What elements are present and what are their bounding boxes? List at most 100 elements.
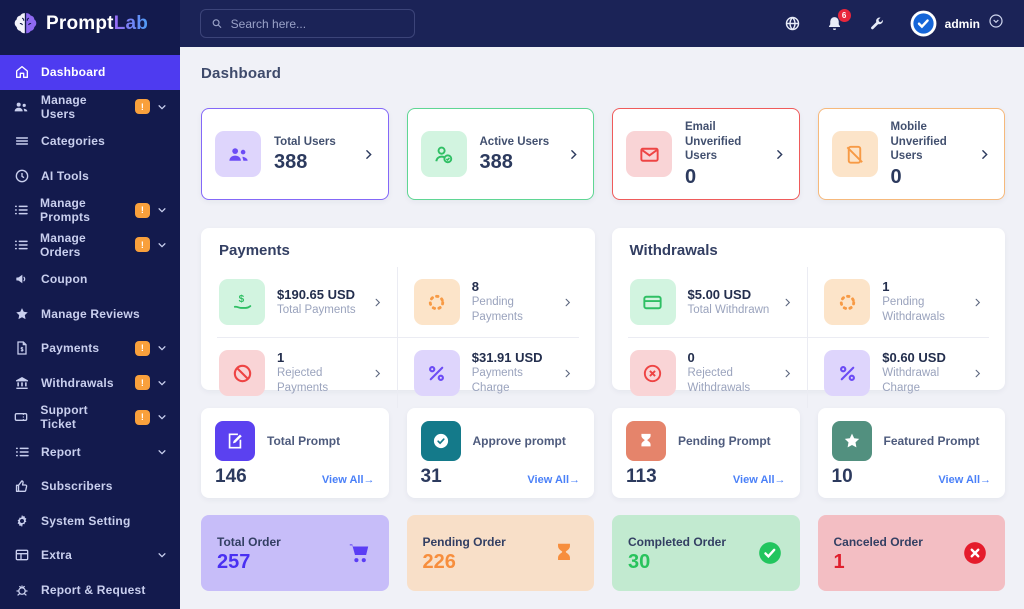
active-users-card[interactable]: Active Users 388: [406, 108, 594, 200]
ai-tools-icon: [13, 167, 30, 184]
total-users-card[interactable]: Total Users 388: [201, 108, 389, 200]
search-box[interactable]: [200, 9, 415, 38]
user-name: admin: [944, 16, 980, 31]
notifications-bell-icon[interactable]: 6: [826, 9, 851, 32]
sidebar-item-label: Manage Orders: [40, 230, 86, 259]
pending-withdrawals-cell[interactable]: 1 Pending Withdrawals: [808, 267, 989, 338]
sidebar-item-payments[interactable]: Payments !: [0, 331, 180, 366]
percent-icon: [824, 350, 871, 396]
sidebar-item-label: Categories: [41, 134, 106, 149]
bank-icon: [13, 374, 30, 391]
sidebar-item-meta: !: [135, 409, 167, 425]
brand-name-primary: Prompt: [46, 12, 114, 34]
cell-label: Pending Payments: [471, 296, 523, 323]
language-globe-icon[interactable]: [784, 15, 801, 32]
sidebar-item-dashboard[interactable]: Dashboard: [0, 55, 180, 90]
pending-prompt-card[interactable]: Pending Prompt 113 View All→: [612, 408, 800, 498]
sidebar-item-support-ticket[interactable]: Support Ticket !: [0, 400, 180, 435]
sidebar-item-manage-users[interactable]: Manage Users !: [0, 90, 180, 125]
prompt-card-label: Pending Prompt: [678, 434, 771, 448]
chevron-down-icon: [157, 447, 167, 457]
prompt-card-header: Featured Prompt: [831, 421, 992, 461]
panel-title: Payments: [219, 242, 290, 259]
sidebar-item-manage-orders[interactable]: Manage Orders !: [0, 228, 180, 263]
page-title: Dashboard: [201, 65, 282, 82]
featured-prompt-card[interactable]: Featured Prompt 10 View All→: [817, 408, 1005, 498]
search-icon: [212, 19, 222, 28]
rejected-payments-cell[interactable]: 1 Rejected Payments: [217, 338, 398, 408]
stat-text: Mobile Unverified Users 0: [891, 120, 966, 189]
view-all-link[interactable]: View All→: [321, 474, 375, 486]
brand-logo[interactable]: PromptLab: [0, 0, 180, 47]
withdrawal-charge-cell[interactable]: $0.60 USD Withdrawal Charge: [808, 338, 989, 408]
prompt-card-header: Approve prompt: [420, 421, 581, 461]
chevron-down-icon: [157, 378, 167, 388]
sidebar-item-manage-prompts[interactable]: Manage Prompts !: [0, 193, 180, 228]
cell-label: Payments Charge: [471, 367, 523, 394]
pending-payments-cell[interactable]: 8 Pending Payments: [397, 267, 579, 338]
chevron-right-icon: [372, 368, 383, 379]
sidebar-item-ai-tools[interactable]: AI Tools: [0, 159, 180, 194]
cell-text: $5.00 USD Total Withdrawn: [688, 287, 770, 318]
user-check-icon: [420, 131, 467, 177]
sidebar-nav: Dashboard Manage Users ! Categories AI T…: [0, 47, 180, 609]
sidebar-item-extra[interactable]: Extra: [0, 538, 180, 573]
cell-text: $31.91 USD Payments Charge: [472, 350, 550, 396]
mobile-unverified-users-card[interactable]: Mobile Unverified Users 0: [817, 108, 1005, 200]
order-card-value: 257: [217, 550, 251, 573]
list-icon: [13, 443, 30, 460]
chevron-right-icon: [972, 368, 983, 379]
rejected-withdrawals-cell[interactable]: 0 Rejected Withdrawals: [628, 338, 809, 408]
view-all-link[interactable]: View All→: [527, 474, 580, 486]
sidebar-item-manage-reviews[interactable]: Manage Reviews: [0, 297, 180, 332]
prompt-card-footer: 113 View All→: [626, 467, 786, 486]
user-menu[interactable]: admin: [910, 10, 1004, 37]
view-all-link[interactable]: View All→: [732, 474, 786, 486]
sidebar-item-label: Withdrawals: [41, 375, 114, 390]
total-payments-cell[interactable]: $ $190.65 USD Total Payments: [217, 267, 398, 338]
cell-value: $190.65 USD: [277, 286, 356, 302]
prompt-card-value: 113: [626, 466, 657, 487]
finance-panels: Payments $ $190.65 USD Total Payments 8 Pe…: [201, 228, 1005, 408]
spinner-icon: [824, 279, 871, 325]
completed-order-card[interactable]: Completed Order 30: [612, 515, 800, 591]
list-icon: [13, 236, 29, 253]
pending-order-card[interactable]: Pending Order 226: [406, 515, 594, 591]
payments-charge-cell[interactable]: $31.91 USD Payments Charge: [398, 338, 579, 408]
total-withdrawn-cell[interactable]: $5.00 USD Total Withdrawn: [627, 267, 809, 338]
sidebar-item-label: AI Tools: [41, 168, 90, 183]
sidebar-item-meta: !: [135, 202, 167, 218]
order-card-value: 1: [833, 550, 845, 573]
chevron-down-icon: [157, 102, 167, 112]
cell-text: 0 Rejected Withdrawals: [688, 350, 771, 396]
view-all-link[interactable]: View All→: [938, 474, 991, 486]
sidebar-item-categories[interactable]: Categories: [0, 124, 180, 159]
order-card-label: Completed Order: [628, 534, 727, 549]
ticket-icon: [13, 409, 29, 426]
sidebar-item-withdrawals[interactable]: Withdrawals !: [0, 366, 180, 401]
sidebar-item-system-setting[interactable]: System Setting: [0, 504, 180, 539]
sidebar-item-coupon[interactable]: Coupon: [0, 262, 180, 297]
sidebar-item-subscribers[interactable]: Subscribers: [0, 469, 180, 504]
search-input[interactable]: [230, 16, 404, 31]
order-card-value: 30: [628, 550, 651, 573]
alert-badge: !: [135, 99, 150, 115]
total-prompt-card[interactable]: Total Prompt 146 View All→: [201, 408, 389, 498]
sidebar-item-report[interactable]: Report: [0, 435, 180, 470]
sidebar-item-label: Report: [41, 444, 81, 459]
total-order-card[interactable]: Total Order 257: [201, 515, 389, 591]
email-unverified-users-card[interactable]: Email Unverified Users 0: [612, 108, 800, 200]
prompt-cards: Total Prompt 146 View All→ Approve promp…: [201, 408, 1005, 498]
cell-label: Rejected Withdrawals: [687, 367, 751, 394]
approve-prompt-card[interactable]: Approve prompt 31 View All→: [406, 408, 594, 498]
cell-value: 0: [687, 350, 695, 366]
order-card-value: 226: [422, 550, 456, 573]
cell-value: 1: [277, 350, 285, 366]
cell-text: 1 Rejected Payments: [277, 350, 360, 396]
sidebar-item-report-and-request[interactable]: Report & Request: [0, 573, 180, 608]
cell-value: 8: [471, 279, 479, 295]
canceled-order-card[interactable]: Canceled Order 1: [817, 515, 1005, 591]
invoice-dollar-icon: [13, 340, 30, 357]
wrench-icon[interactable]: [868, 15, 885, 32]
